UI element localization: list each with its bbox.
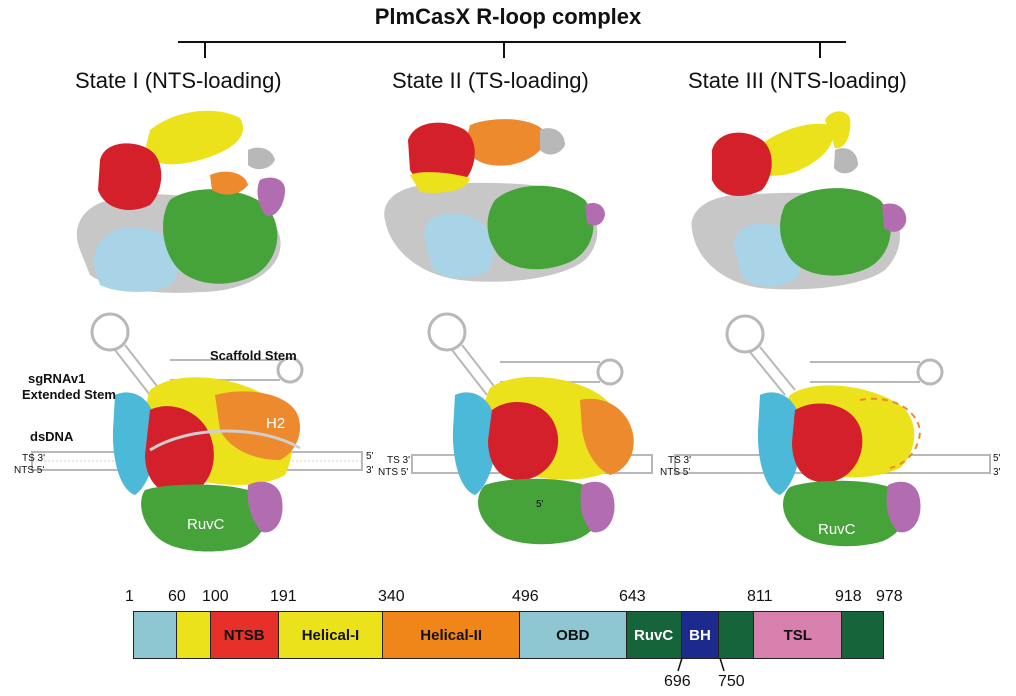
domain-bottom-tick-line-750 [719, 657, 725, 672]
schematic-state-1 [31, 312, 363, 552]
state-3-label: State III (NTS-loading) [688, 68, 907, 93]
domain-tick-696: 696 [664, 673, 691, 690]
schematic-3-ts3: TS 3' [668, 455, 692, 466]
schematic-2-nts5: NTS 5' [378, 467, 409, 478]
domain-segment-tsl: TSL [754, 612, 843, 658]
density-map-state-1 [76, 110, 285, 293]
figure-title: PlmCasX R-loop complex [374, 4, 642, 29]
schematic-3-3prime: 3' [993, 467, 1001, 478]
domain-bottom-tick-lines [677, 657, 725, 672]
domain-segment-obd: OBD [519, 612, 627, 658]
state-2-label: State II (TS-loading) [392, 68, 589, 93]
schematic-1-3prime: 3' [366, 465, 374, 476]
domain-tick-191: 191 [270, 588, 297, 605]
scaffold-stem-label: Scaffold Stem [210, 348, 297, 363]
domain-map-bar: NTSB Helical-I Helical-II OBD RuvC BH TSL [133, 611, 884, 659]
schematic-state-3 [674, 314, 991, 547]
sgrna-label-line1: sgRNAv1 [28, 371, 86, 386]
domain-tick-750: 750 [718, 673, 745, 690]
schematic-2-ts3: TS 3' [387, 455, 411, 466]
domain-bottom-tick-line-696 [677, 657, 683, 672]
density-map-state-3 [691, 111, 907, 290]
domain-segment-ntsb: NTSB [210, 612, 279, 658]
sgrna-label-line2: Extended Stem [22, 387, 116, 402]
schematic-3-ruvc: RuvC [818, 521, 856, 538]
domain-tick-340: 340 [378, 588, 405, 605]
domain-segment-helical-ii: Helical-II [383, 612, 520, 658]
schematic-state-2 [411, 312, 653, 545]
domain-segment-unlabeled-8 [719, 612, 755, 658]
domain-tick-978: 978 [876, 588, 903, 605]
domain-segment-ruvc: RuvC [626, 612, 682, 658]
domain-segment-unlabeled-1 [176, 612, 211, 658]
domain-tick-643: 643 [619, 588, 646, 605]
domain-tick-918: 918 [835, 588, 862, 605]
density-map-state-2 [384, 119, 605, 282]
schematic-1-ruvc: RuvC [187, 516, 225, 533]
domain-tick-1: 1 [125, 588, 134, 605]
domain-tick-100: 100 [202, 588, 229, 605]
schematic-3-5prime: 5' [993, 453, 1001, 464]
schematic-1-nts5: NTS 5' [14, 465, 45, 476]
domain-segment-unlabeled-10 [842, 612, 884, 658]
schematic-3-nts5: NTS 5' [660, 467, 691, 478]
domain-tick-496: 496 [512, 588, 539, 605]
title-bracket [178, 41, 846, 58]
domain-tick-60: 60 [168, 588, 186, 605]
domain-segment-unlabeled-0 [134, 612, 177, 658]
schematics [31, 312, 991, 552]
state-1-label: State I (NTS-loading) [75, 68, 282, 93]
domain-segment-helical-i: Helical-I [278, 612, 384, 658]
domain-segment-bh: BH [681, 612, 720, 658]
schematic-2-inner-5prime: 5' [536, 499, 544, 510]
schematic-1-5prime: 5' [366, 451, 374, 462]
domain-tick-811: 811 [747, 588, 773, 605]
density-maps [76, 110, 907, 293]
schematic-1-ts3: TS 3' [22, 453, 46, 464]
schematic-1-h2: H2 [266, 415, 286, 432]
dsdna-label: dsDNA [30, 429, 74, 444]
